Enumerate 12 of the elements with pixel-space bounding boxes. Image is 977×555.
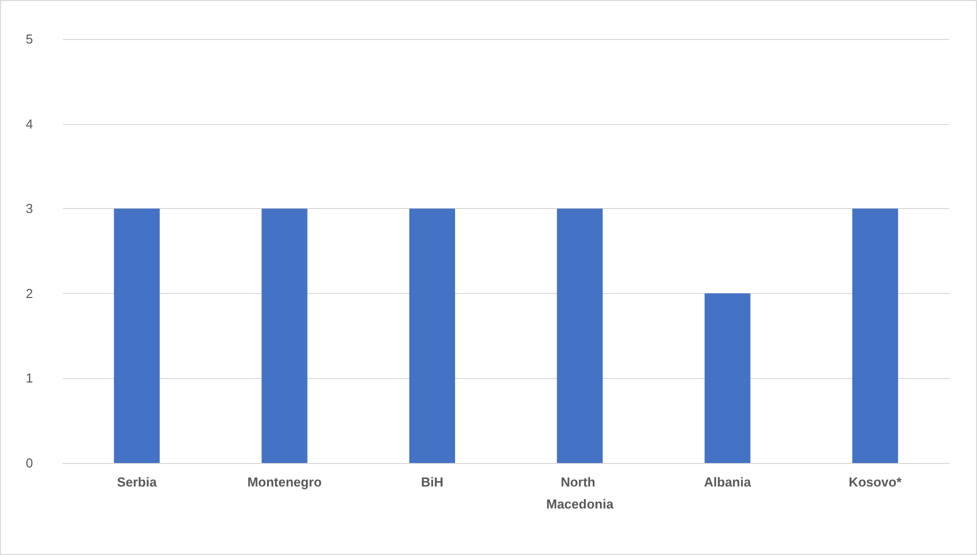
y-tick-label: 0	[26, 456, 33, 470]
y-tick-label: 2	[26, 286, 33, 301]
x-tick-label: BiH	[420, 474, 444, 490]
y-tick-label: 1	[26, 370, 33, 386]
y-tick-label: 4	[26, 116, 33, 132]
x-tick-label: Serbia	[116, 474, 158, 490]
x-tick-label: North Macedonia	[546, 474, 614, 512]
x-tick-label: Montenegro	[247, 474, 322, 490]
y-tick-label: 5	[26, 32, 33, 46]
y-tick-label: 3	[26, 201, 33, 216]
x-tick-label: Kosovo*	[848, 474, 902, 490]
x-tick-label: Albania	[704, 474, 752, 490]
